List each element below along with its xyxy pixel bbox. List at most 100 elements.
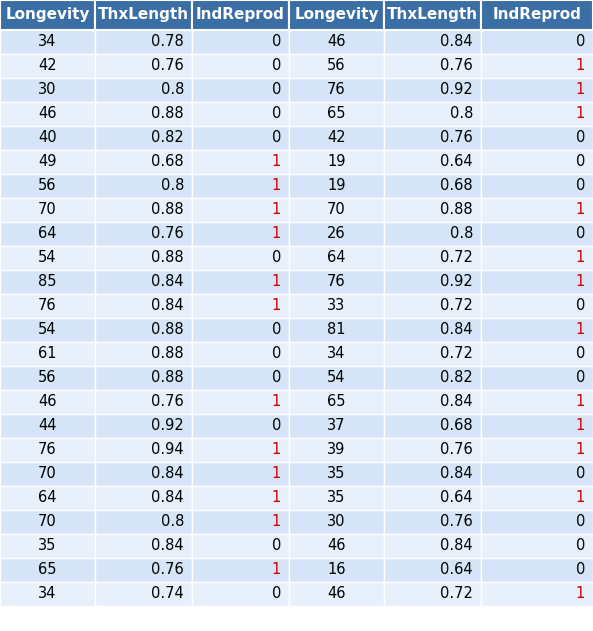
Bar	[481, 366, 593, 390]
Text: 76: 76	[38, 298, 57, 314]
Text: 1: 1	[272, 155, 281, 170]
Text: 0.88: 0.88	[441, 203, 473, 218]
Bar	[289, 414, 384, 438]
Text: 30: 30	[327, 514, 346, 529]
Text: IndReprod: IndReprod	[196, 8, 285, 23]
Text: 0.84: 0.84	[151, 490, 184, 505]
Bar	[481, 582, 593, 606]
Bar	[481, 390, 593, 414]
Text: 1: 1	[576, 59, 585, 73]
Text: 76: 76	[327, 274, 346, 290]
Bar	[192, 486, 289, 510]
Text: 39: 39	[327, 442, 346, 457]
Text: 56: 56	[39, 370, 57, 386]
Bar	[384, 342, 481, 366]
Text: 0.92: 0.92	[151, 418, 184, 433]
Text: 19: 19	[327, 155, 346, 170]
Bar	[289, 270, 384, 294]
Bar	[289, 462, 384, 486]
Text: 0.92: 0.92	[440, 83, 473, 98]
Bar	[192, 534, 289, 558]
Bar	[384, 366, 481, 390]
Bar	[192, 342, 289, 366]
Bar	[384, 438, 481, 462]
Bar	[95, 174, 192, 198]
Text: 34: 34	[327, 346, 346, 362]
Bar	[192, 54, 289, 78]
Bar	[384, 318, 481, 342]
Text: 0.74: 0.74	[151, 586, 184, 601]
Bar	[384, 486, 481, 510]
Bar	[384, 558, 481, 582]
Bar	[384, 102, 481, 126]
Text: 40: 40	[38, 131, 57, 146]
Text: 1: 1	[272, 466, 281, 481]
Bar	[481, 294, 593, 318]
Text: 0: 0	[272, 251, 281, 266]
Text: 49: 49	[39, 155, 57, 170]
Bar	[95, 558, 192, 582]
Bar	[192, 270, 289, 294]
Bar	[0, 270, 95, 294]
Text: 35: 35	[327, 490, 346, 505]
Bar	[192, 78, 289, 102]
Bar	[0, 198, 95, 222]
Bar	[481, 462, 593, 486]
Bar	[0, 78, 95, 102]
Bar	[0, 294, 95, 318]
Text: ThxLength: ThxLength	[387, 8, 478, 23]
Bar	[95, 222, 192, 246]
Bar	[0, 558, 95, 582]
Text: 0.84: 0.84	[151, 298, 184, 314]
Bar	[481, 222, 593, 246]
Text: 0: 0	[576, 155, 585, 170]
Text: 0.88: 0.88	[151, 346, 184, 362]
Bar	[289, 318, 384, 342]
Text: 54: 54	[39, 322, 57, 338]
Bar	[192, 0, 289, 30]
Text: 76: 76	[327, 83, 346, 98]
Bar	[95, 486, 192, 510]
Text: 0.76: 0.76	[151, 59, 184, 73]
Text: 1: 1	[272, 394, 281, 410]
Bar	[289, 366, 384, 390]
Bar	[289, 534, 384, 558]
Bar	[384, 0, 481, 30]
Bar	[289, 102, 384, 126]
Bar	[384, 222, 481, 246]
Text: 30: 30	[39, 83, 57, 98]
Text: 34: 34	[39, 586, 57, 601]
Text: 0: 0	[272, 418, 281, 433]
Text: Longevity: Longevity	[294, 8, 379, 23]
Bar	[481, 54, 593, 78]
Bar	[384, 582, 481, 606]
Bar	[95, 510, 192, 534]
Text: 1: 1	[576, 251, 585, 266]
Text: 0.82: 0.82	[440, 370, 473, 386]
Bar	[95, 30, 192, 54]
Text: 70: 70	[38, 203, 57, 218]
Bar	[0, 150, 95, 174]
Text: 56: 56	[39, 179, 57, 194]
Bar	[192, 438, 289, 462]
Text: 0.68: 0.68	[441, 179, 473, 194]
Text: 33: 33	[327, 298, 346, 314]
Text: 64: 64	[327, 251, 346, 266]
Bar	[0, 222, 95, 246]
Text: 0.76: 0.76	[440, 514, 473, 529]
Bar	[192, 510, 289, 534]
Text: 46: 46	[327, 586, 346, 601]
Bar	[289, 54, 384, 78]
Text: 64: 64	[39, 227, 57, 242]
Bar	[289, 294, 384, 318]
Text: 0: 0	[576, 298, 585, 314]
Text: 1: 1	[272, 514, 281, 529]
Text: 0.68: 0.68	[151, 155, 184, 170]
Text: 61: 61	[39, 346, 57, 362]
Bar	[481, 0, 593, 30]
Text: 0.76: 0.76	[440, 442, 473, 457]
Text: 0.72: 0.72	[440, 346, 473, 362]
Text: 1: 1	[272, 562, 281, 577]
Bar	[0, 246, 95, 270]
Bar	[384, 78, 481, 102]
